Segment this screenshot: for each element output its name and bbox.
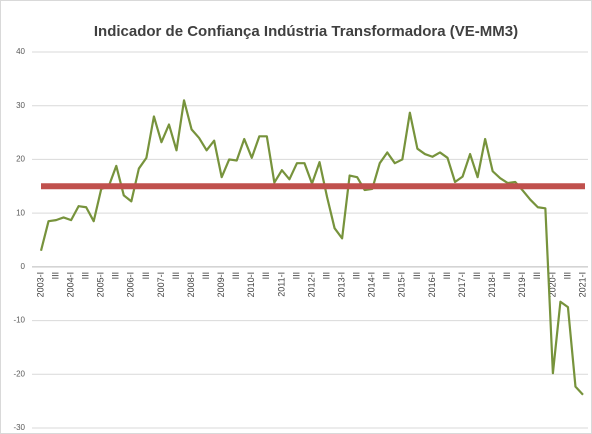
y-tick-label: -10 [13,316,25,325]
x-tick-label: III [231,272,241,280]
x-tick-label: III [201,272,211,280]
x-tick-label: 2003-I [35,272,45,298]
y-tick-label: -20 [13,369,25,378]
x-tick-label: III [141,272,151,280]
y-tick-label: 20 [16,155,25,164]
x-tick-label: 2008-I [186,272,196,298]
y-tick-label: 0 [21,262,26,271]
x-tick-label: 2019-I [517,272,527,298]
x-tick-label: III [412,272,422,280]
x-tick-label: III [382,272,392,280]
x-tick-label: 2004-I [65,272,75,298]
x-tick-label: 2017-I [457,272,467,298]
x-tick-label: 2020-I [547,272,557,298]
x-tick-label: III [50,272,60,280]
x-tick-label: III [81,272,91,280]
x-tick-label: III [442,272,452,280]
y-tick-label: 30 [16,101,25,110]
x-tick-label: III [502,272,512,280]
x-tick-label: III [562,272,572,280]
x-tick-label: 2015-I [397,272,407,298]
x-tick-label: 2014-I [367,272,377,298]
y-tick-label: 40 [16,47,25,56]
chart-title: Indicador de Confiança Indústria Transfo… [94,23,518,40]
y-tick-label: -30 [13,423,25,432]
x-tick-label: 2018-I [487,272,497,298]
x-tick-label: III [352,272,362,280]
x-tick-label: 2016-I [427,272,437,298]
x-tick-label: 2007-I [156,272,166,298]
x-tick-label: III [261,272,271,280]
x-tick-label: III [171,272,181,280]
y-tick-label: 10 [16,208,25,217]
x-tick-label: 2021-I [577,272,587,298]
x-tick-label: 2005-I [96,272,106,298]
x-tick-label: III [472,272,482,280]
x-tick-label: 2010-I [246,272,256,298]
x-tick-label: III [111,272,121,280]
x-tick-label: 2012-I [306,272,316,298]
x-tick-label: 2006-I [126,272,136,298]
x-tick-label: III [291,272,301,280]
x-tick-label: 2013-I [336,272,346,298]
x-tick-label: 2011-I [276,272,286,297]
x-tick-label: III [321,272,331,280]
x-tick-label: 2009-I [216,272,226,298]
x-tick-label: III [532,272,542,280]
